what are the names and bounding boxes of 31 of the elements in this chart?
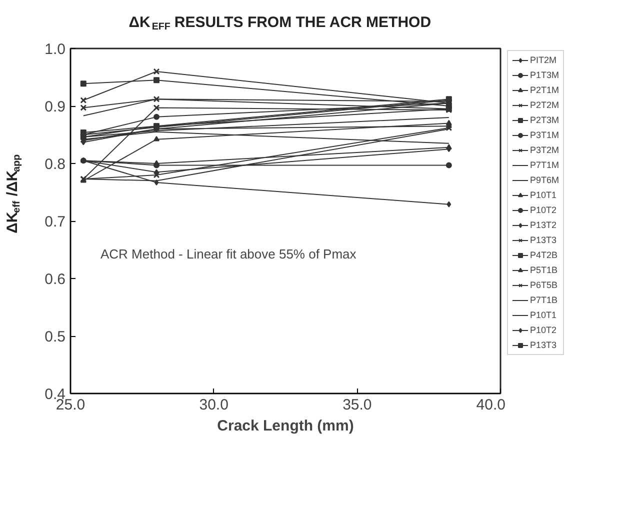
x-tick-label: 30.0 <box>199 396 228 414</box>
legend-label: P7T1M <box>530 160 560 170</box>
legend-label: P2T2M <box>530 100 560 110</box>
legend-label: P10T1 <box>530 190 557 200</box>
legend-label: P5T1B <box>530 265 558 275</box>
legend-label: P10T2 <box>530 205 557 215</box>
legend-label: P10T1 <box>530 310 557 320</box>
legend-label: P13T3 <box>530 340 557 350</box>
legend-label: P2T1M <box>530 85 560 95</box>
annotation: ACR Method - Linear fit above 55% of Pmax <box>100 246 357 262</box>
legend-label: P13T3 <box>530 235 557 245</box>
y-tick-label: 0.8 <box>44 156 66 173</box>
legend-label: PIT2M <box>530 55 557 65</box>
legend-label: P4T2B <box>530 250 558 260</box>
y-tick-label: 1.0 <box>44 41 66 58</box>
legend-label: P13T2 <box>530 220 557 230</box>
legend-label: P1T3M <box>530 70 560 80</box>
legend-label: P9T6M <box>530 175 560 185</box>
legend-label: P10T2 <box>530 325 557 335</box>
y-tick-label: 0.9 <box>44 98 66 116</box>
legend-label: P3T1M <box>530 130 560 140</box>
y-tick-label: 0.6 <box>44 271 66 288</box>
legend-label: P6T5B <box>530 280 558 290</box>
x-axis-title: Crack Length (mm) <box>217 418 354 434</box>
x-tick-label: 35.0 <box>342 396 372 414</box>
y-tick-label: 0.5 <box>44 328 66 346</box>
y-tick-label: 0.7 <box>44 214 66 230</box>
legend-label: P7T1B <box>530 295 558 305</box>
legend-label: P3T2M <box>530 145 560 155</box>
x-tick-label: 40.0 <box>476 396 506 414</box>
legend-label: P2T3M <box>530 115 560 125</box>
